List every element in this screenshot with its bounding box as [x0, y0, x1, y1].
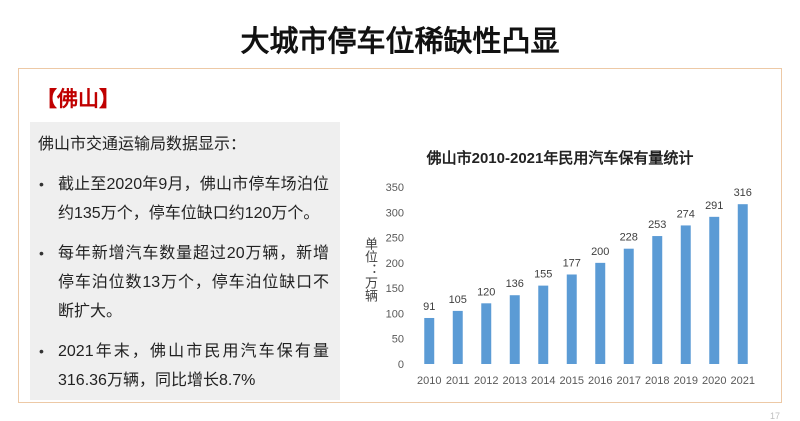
panel-intro: 佛山市交通运输局数据显示： [38, 136, 247, 153]
x-tick-label: 2018 [645, 375, 669, 387]
content-frame [18, 68, 782, 403]
y-tick-label: 350 [386, 182, 404, 194]
y-tick-label: 0 [398, 359, 404, 371]
bar-2010 [424, 317, 435, 364]
slide-title: 大城市停车位稀缺性凸显 [240, 26, 560, 58]
bar-value-label: 316 [734, 187, 752, 199]
bar-value-label: 91 [423, 301, 435, 313]
bar-2012 [481, 303, 492, 364]
bar-value-label: 155 [534, 269, 552, 281]
bar-2017 [623, 248, 634, 364]
bar-2015 [566, 274, 577, 364]
bar-value-label: 177 [563, 257, 581, 269]
x-tick-label: 2017 [617, 375, 641, 387]
chart-title: 佛山市2010-2021年民用汽车保有量统计 [426, 150, 694, 167]
y-tick-label: 150 [386, 283, 404, 295]
bar-value-label: 253 [648, 219, 666, 231]
bar-2016 [595, 262, 606, 364]
x-tick-label: 2015 [560, 375, 584, 387]
y-tick-label: 250 [386, 233, 404, 245]
city-tag: 【佛山】 [36, 88, 120, 111]
bullet-item: 2021年末，佛山市民用汽车保有量316.36万辆，同比增长8.7% [38, 337, 329, 395]
bar-2011 [452, 310, 463, 364]
y-tick-label: 50 [392, 334, 404, 346]
x-tick-label: 2014 [531, 375, 555, 387]
bar-value-label: 200 [591, 246, 609, 258]
x-tick-label: 2019 [674, 375, 698, 387]
y-tick-label: 200 [386, 258, 404, 270]
bar-value-label: 228 [620, 232, 638, 244]
bar-2014 [538, 285, 549, 364]
x-tick-label: 2013 [503, 375, 527, 387]
x-tick-label: 2020 [702, 375, 726, 387]
page-number: 17 [769, 411, 780, 421]
bar-value-label: 291 [705, 200, 723, 212]
y-tick-label: 300 [386, 207, 404, 219]
y-tick-label: 100 [386, 308, 404, 320]
bar-2018 [652, 236, 663, 364]
x-tick-label: 2012 [474, 375, 498, 387]
bar-2019 [680, 225, 691, 364]
bar-2020 [709, 216, 720, 364]
bar-2013 [509, 295, 520, 364]
bar-2021 [737, 204, 748, 364]
x-tick-label: 2021 [731, 375, 755, 387]
x-tick-label: 2010 [417, 375, 441, 387]
bullet-item: 截止至2020年9月，佛山市停车场泊位约135万个，停车位缺口约120万个。 [38, 170, 329, 228]
bullet-item: 每年新增汽车数量超过20万辆，新增停车泊位数13万个，停车泊位缺口不断扩大。 [38, 239, 329, 326]
x-tick-label: 2011 [446, 375, 470, 387]
bar-value-label: 136 [506, 278, 524, 290]
bar-value-label: 274 [677, 208, 695, 220]
info-panel: 佛山市交通运输局数据显示： 截止至2020年9月，佛山市停车场泊位约135万个，… [30, 122, 340, 400]
bar-value-label: 120 [477, 286, 495, 298]
bullet-list: 截止至2020年9月，佛山市停车场泊位约135万个，停车位缺口约120万个。 每… [38, 170, 332, 395]
chart-y-axis-label: 单位：万辆 [363, 237, 378, 302]
bar-value-label: 105 [449, 294, 467, 306]
bar-chart-plot: 0 50 100 150 200 250 300 350 91 2010 105 2011 120 201… [386, 182, 755, 387]
x-tick-label: 2016 [588, 375, 612, 387]
